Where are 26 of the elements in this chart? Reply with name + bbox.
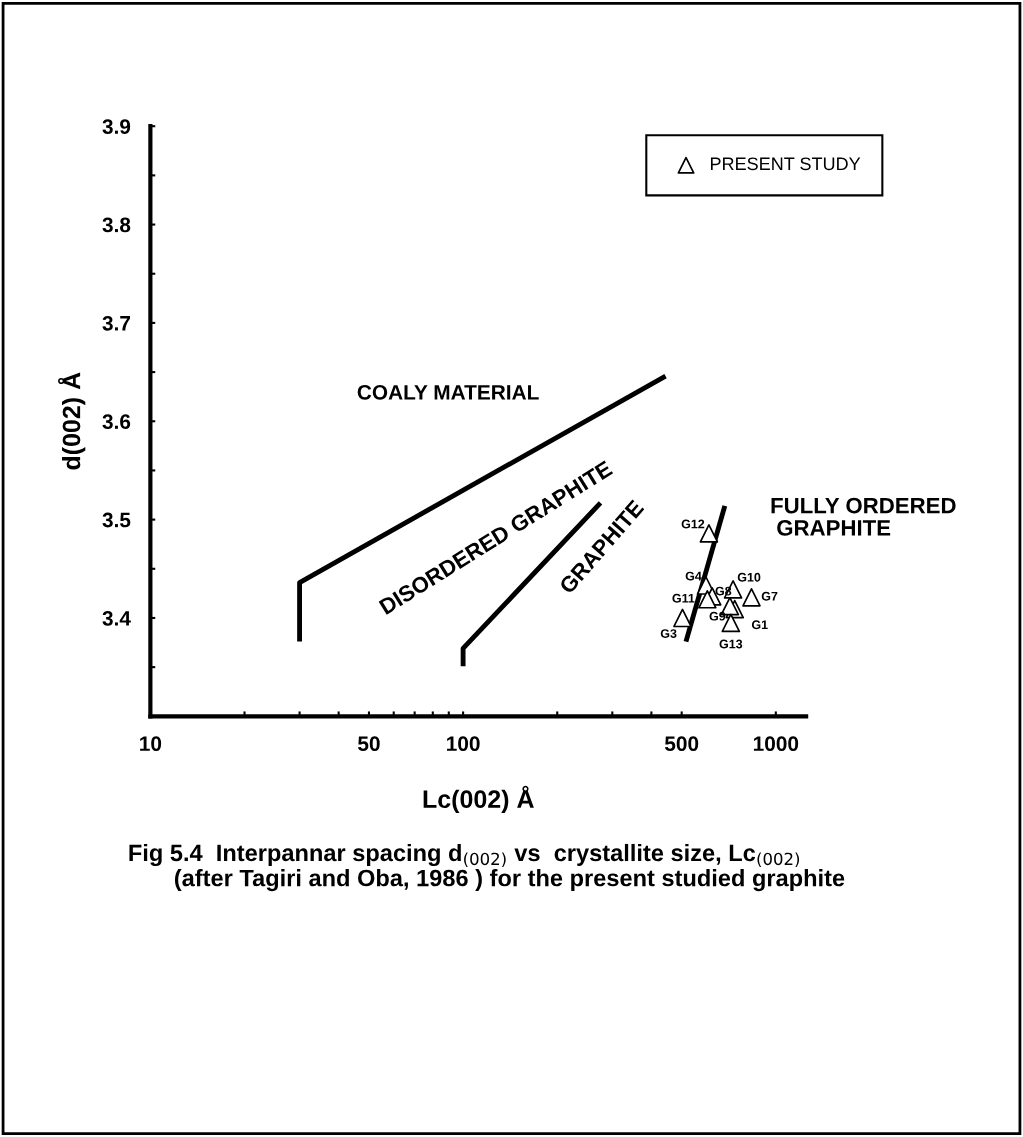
x-tick-label: 1000 xyxy=(753,736,799,752)
x-tick-label: 50 xyxy=(358,736,380,752)
y-axis-title: d(002) Å xyxy=(58,372,86,470)
data-label: G13 xyxy=(719,639,743,649)
y-tick-label: 3.7 xyxy=(102,315,131,331)
data-label: G7 xyxy=(761,591,778,601)
x-tick-label: 10 xyxy=(140,736,162,752)
data-label: G1 xyxy=(751,620,768,630)
y-tick-label: 3.6 xyxy=(102,414,131,430)
data-label: G4 xyxy=(685,571,702,581)
data-label: G10 xyxy=(737,572,761,582)
y-tick-label: 3.5 xyxy=(102,512,131,528)
data-label: G11 xyxy=(672,593,695,603)
data-label: G3 xyxy=(660,629,677,638)
annotation: FULLY ORDERED GRAPHITE xyxy=(771,497,956,536)
y-tick-label: 3.8 xyxy=(102,217,131,233)
data-label: G9 xyxy=(709,611,726,621)
y-tick-label: 3.4 xyxy=(102,610,131,626)
y-tick-label: 3.9 xyxy=(102,119,131,134)
x-axis-title: Lc(002) Å xyxy=(423,785,534,813)
legend-label: PRESENT STUDY xyxy=(710,157,861,171)
caption: Fig 5.4 Interpannar spacing d$_{(002)}$ vs crystallite size, Lc$_{(002)}$ (after Tagiri and Oba, 1986 ) for the present studied graphite xyxy=(129,843,845,892)
x-tick-label: 500 xyxy=(664,736,699,752)
annotation: COALY MATERIAL xyxy=(357,384,539,400)
data-label: G12 xyxy=(681,519,705,529)
x-tick-label: 100 xyxy=(447,736,480,752)
